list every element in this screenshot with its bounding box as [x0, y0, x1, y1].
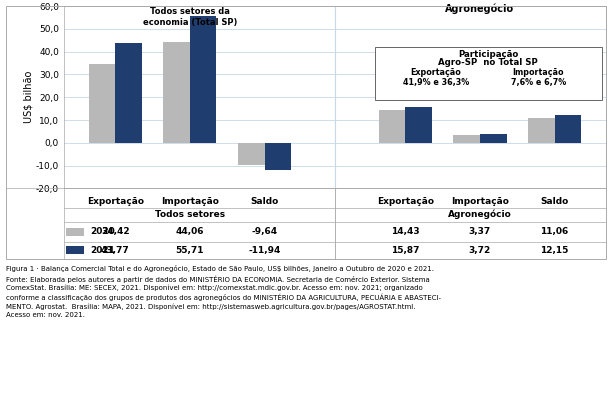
Text: -11,94: -11,94: [248, 246, 281, 255]
Bar: [454, 135, 480, 143]
Text: 2021: 2021: [91, 246, 115, 255]
Text: -9,64: -9,64: [252, 227, 278, 237]
Bar: [115, 43, 142, 143]
Text: 3,37: 3,37: [469, 227, 491, 237]
Text: Exportação: Exportação: [377, 197, 434, 206]
Text: 15,87: 15,87: [391, 246, 420, 255]
Bar: [238, 143, 264, 165]
Text: 43,77: 43,77: [101, 246, 130, 255]
Bar: [66, 228, 84, 236]
Text: Importação: Importação: [451, 197, 509, 206]
Text: 55,71: 55,71: [175, 246, 204, 255]
Bar: [528, 117, 555, 143]
Text: 11,06: 11,06: [540, 227, 569, 237]
Text: 41,9% e 36,3%: 41,9% e 36,3%: [403, 78, 469, 87]
Text: Exportação: Exportação: [410, 68, 462, 77]
Bar: [66, 246, 84, 255]
Bar: [89, 64, 115, 143]
Text: Participação: Participação: [458, 50, 518, 59]
Text: 3,72: 3,72: [469, 246, 491, 255]
Text: Importação: Importação: [161, 197, 219, 206]
Text: 2020: 2020: [91, 227, 115, 237]
Text: Todos setores: Todos setores: [155, 209, 225, 219]
Text: Saldo: Saldo: [250, 197, 279, 206]
Bar: [406, 107, 432, 143]
Text: Exportação: Exportação: [87, 197, 144, 206]
Text: Agronegócio: Agronegócio: [448, 209, 512, 219]
Text: 14,43: 14,43: [391, 227, 420, 237]
Bar: [190, 16, 216, 143]
Text: Agro-SP  no Total SP: Agro-SP no Total SP: [438, 58, 538, 67]
Text: 34,42: 34,42: [101, 227, 130, 237]
Text: 44,06: 44,06: [175, 227, 204, 237]
Text: 12,15: 12,15: [540, 246, 569, 255]
Bar: [6, 6, 606, 259]
Text: Agronegócio: Agronegócio: [445, 4, 515, 14]
Text: Figura 1 · Balança Comercial Total e do Agronegócio, Estado de São Paulo, US$ bi: Figura 1 · Balança Comercial Total e do …: [6, 265, 441, 318]
Text: Todos setores da
economia (Total SP): Todos setores da economia (Total SP): [143, 7, 237, 26]
Bar: [480, 134, 507, 143]
Bar: [264, 143, 291, 170]
Text: Importação: Importação: [513, 68, 564, 77]
FancyBboxPatch shape: [375, 47, 602, 99]
Bar: [555, 115, 581, 143]
Bar: [379, 110, 406, 143]
Text: Saldo: Saldo: [540, 197, 569, 206]
Bar: [163, 43, 190, 143]
Text: 7,6% e 6,7%: 7,6% e 6,7%: [510, 78, 566, 87]
Y-axis label: US$ bilhão: US$ bilhão: [23, 71, 33, 124]
